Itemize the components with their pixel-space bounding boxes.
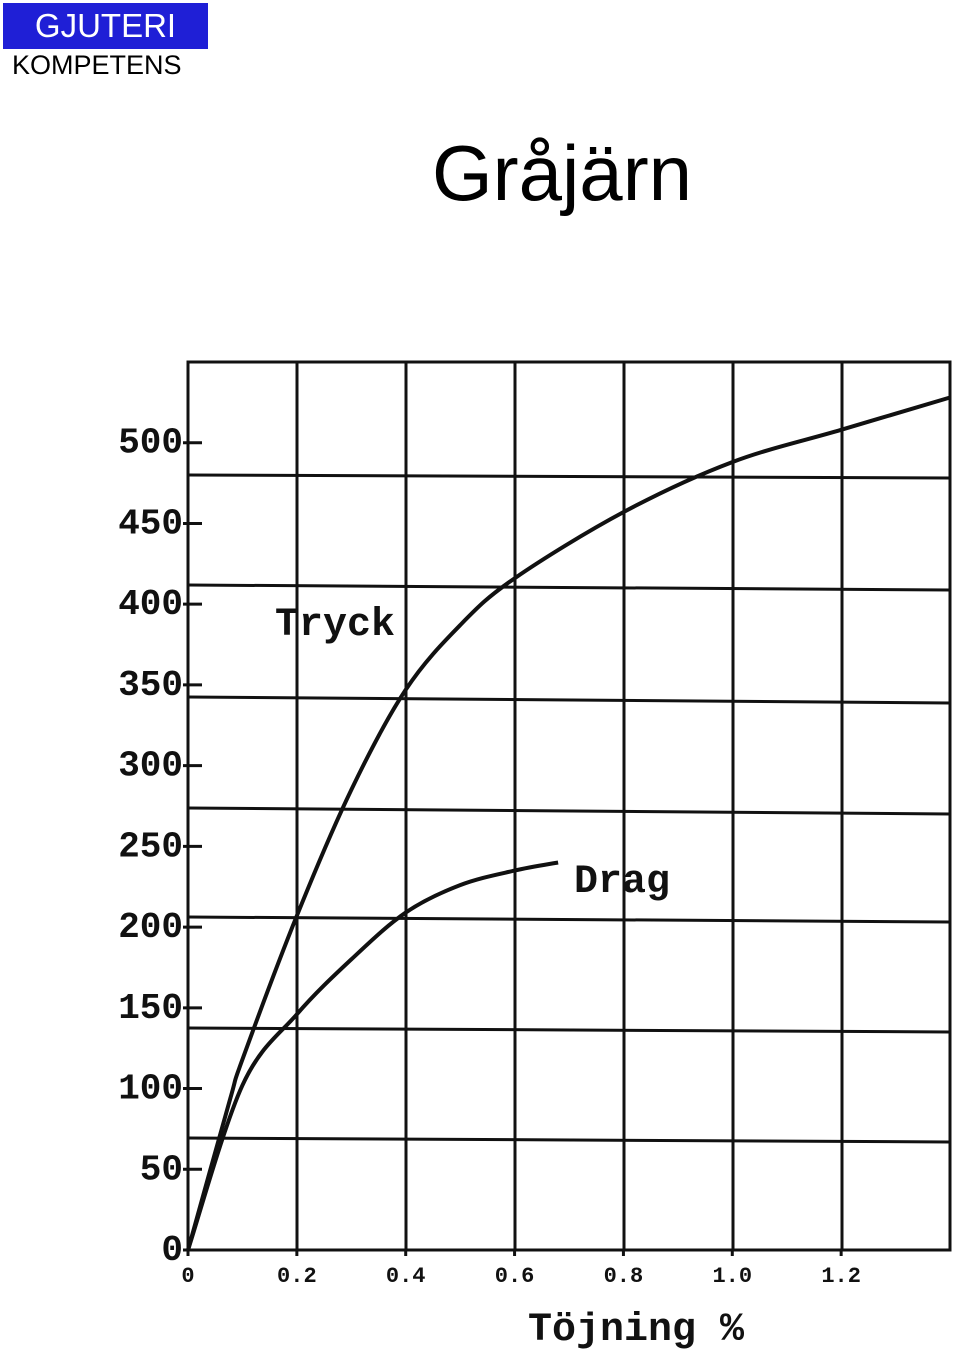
- x-tick-label: 1.0: [712, 1264, 752, 1289]
- curve: [186, 395, 951, 1251]
- y-tick-label: 300: [118, 746, 183, 787]
- y-tick-label: 500: [118, 423, 183, 464]
- y-tick-label: 150: [118, 988, 183, 1029]
- y-tick-label: 100: [118, 1069, 183, 1110]
- y-tick-label: 350: [118, 665, 183, 706]
- x-tick-label: 0.2: [277, 1264, 317, 1289]
- x-tick-label: 0.4: [386, 1264, 426, 1289]
- y-tick-label: 250: [118, 826, 183, 867]
- subbrand: KOMPETENS: [12, 50, 182, 80]
- chart-title: Gråjärn: [431, 129, 693, 217]
- x-axis-title: Töjning %: [528, 1308, 745, 1353]
- y-tick-label: 0: [161, 1230, 183, 1271]
- y-tick-label: 400: [118, 584, 183, 625]
- y-tick-label: 450: [118, 503, 183, 544]
- y-tick-label: 50: [140, 1149, 183, 1190]
- series-label: Tryck: [275, 603, 395, 648]
- x-tick-label: 0: [181, 1264, 194, 1289]
- brand: GJUTERI: [3, 3, 208, 49]
- x-tick-label: 0.8: [604, 1264, 644, 1289]
- series-label: Drag: [574, 860, 670, 905]
- paper-grid: [186, 360, 952, 1252]
- x-tick-label: 0.6: [495, 1264, 535, 1289]
- curve: [186, 860, 559, 1251]
- x-tick-label: 1.2: [821, 1264, 861, 1289]
- y-tick-label: 200: [118, 907, 183, 948]
